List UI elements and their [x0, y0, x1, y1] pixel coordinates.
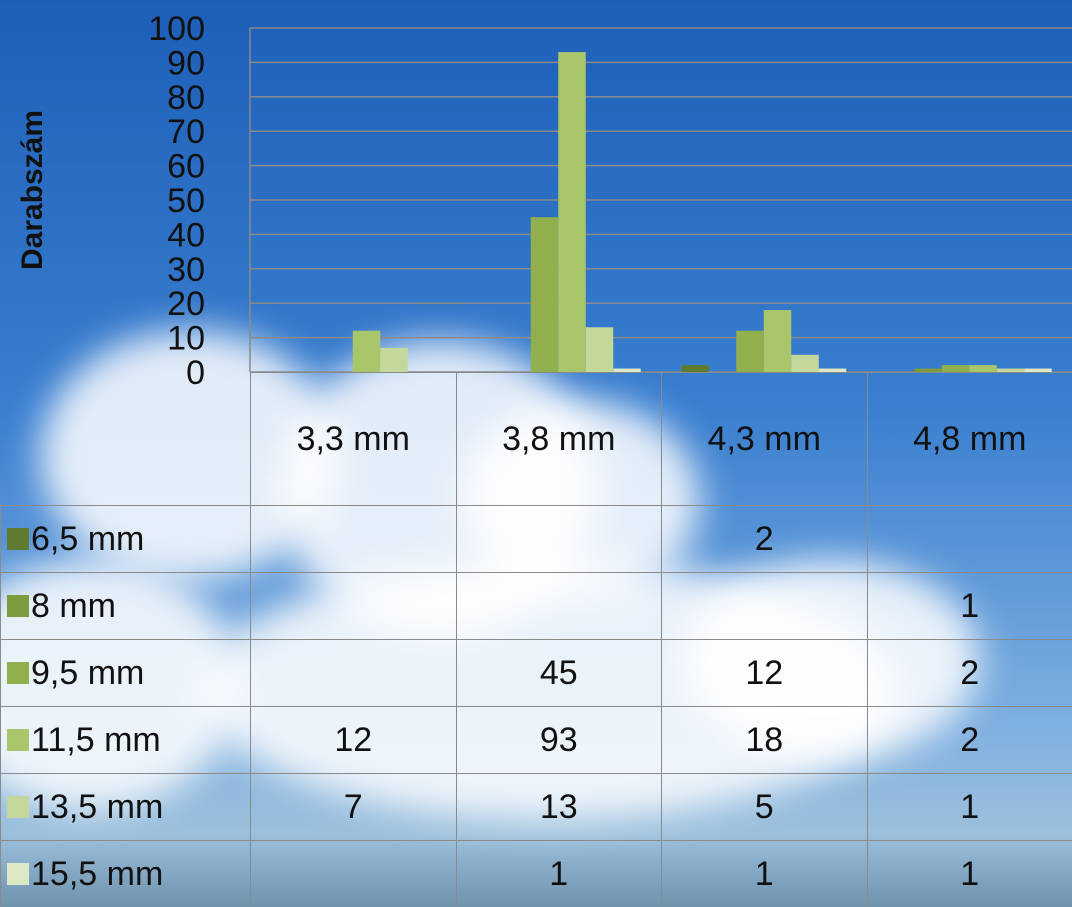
- x-tick-label: 4,3 mm: [661, 372, 868, 506]
- table-cell: 13: [455, 773, 662, 841]
- table-cell: [866, 505, 1072, 573]
- legend-entry: 13,5 mm: [0, 773, 251, 841]
- table-cell: 1: [866, 572, 1072, 640]
- legend-entry: 15,5 mm: [0, 840, 251, 907]
- x-tick-label: 4,8 mm: [866, 372, 1072, 506]
- legend-entry: 9,5 mm: [0, 639, 251, 707]
- table-cell: [455, 505, 662, 573]
- table-cell: 2: [866, 706, 1072, 774]
- legend-swatch: [7, 863, 29, 885]
- table-cell: 7: [250, 773, 457, 841]
- table-cell: 1: [455, 840, 662, 907]
- legend-swatch: [7, 528, 29, 550]
- bar: [530, 217, 559, 372]
- bar: [681, 365, 709, 372]
- y-tick-label: 50: [167, 182, 205, 220]
- y-tick-label: 30: [167, 251, 205, 289]
- table-cell: [250, 639, 457, 707]
- table-cell: 12: [250, 706, 457, 774]
- legend-swatch: [7, 595, 29, 617]
- y-tick-label: 10: [167, 320, 205, 358]
- bar: [558, 52, 586, 373]
- bar: [969, 365, 997, 372]
- y-tick-label: 20: [167, 285, 205, 323]
- x-tick-label: 3,8 mm: [455, 372, 662, 506]
- table-cell: [250, 840, 457, 907]
- y-tick-label: 90: [167, 44, 205, 82]
- bar: [736, 330, 764, 372]
- y-tick-label: 70: [167, 113, 205, 151]
- legend-entry: 8 mm: [0, 572, 251, 640]
- bar: [380, 347, 408, 372]
- legend-swatch: [7, 662, 29, 684]
- table-cell: 18: [661, 706, 868, 774]
- y-tick-label: 40: [167, 216, 205, 254]
- bar: [1024, 368, 1052, 372]
- bar: [352, 330, 381, 372]
- bar: [996, 368, 1025, 372]
- table-cell: 45: [455, 639, 662, 707]
- bar: [585, 327, 614, 372]
- table-cell: 1: [866, 840, 1072, 907]
- y-axis-title: Darabszám: [16, 110, 49, 270]
- table-cell: 93: [455, 706, 662, 774]
- x-tick-label: 3,3 mm: [250, 372, 457, 506]
- table-cell: [250, 572, 457, 640]
- bar: [914, 368, 942, 372]
- legend-swatch: [7, 729, 29, 751]
- legend-entry: 6,5 mm: [0, 505, 251, 573]
- table-cell: 5: [661, 773, 868, 841]
- table-cell: 1: [661, 840, 868, 907]
- table-cell: [661, 572, 868, 640]
- legend-entry: 11,5 mm: [0, 706, 251, 774]
- table-cell: 2: [661, 505, 868, 573]
- y-tick-label: 60: [167, 148, 205, 186]
- y-tick-label: 0: [186, 354, 205, 392]
- y-tick-label: 100: [148, 10, 205, 48]
- legend-swatch: [7, 796, 29, 818]
- bar: [613, 368, 641, 372]
- bar: [791, 354, 819, 372]
- bar: [818, 368, 847, 372]
- table-cell: 2: [866, 639, 1072, 707]
- bar: [763, 310, 792, 372]
- bar: [941, 365, 970, 372]
- table-cell: [455, 572, 662, 640]
- table-cell: 12: [661, 639, 868, 707]
- table-cell: 1: [866, 773, 1072, 841]
- y-tick-label: 80: [167, 79, 205, 117]
- table-cell: [250, 505, 457, 573]
